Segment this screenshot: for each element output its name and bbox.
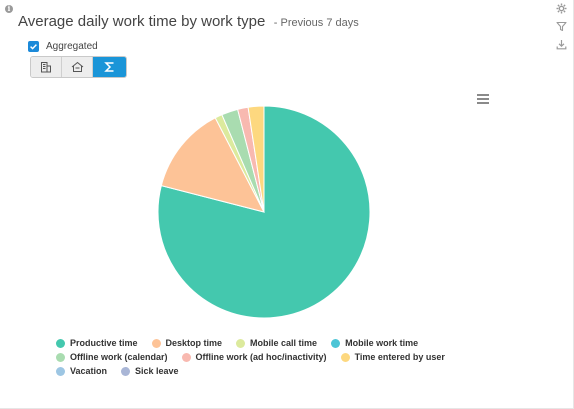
sigma-icon [104,62,114,72]
pie-slice-time-entered-by-user[interactable] [247,105,265,213]
legend-dot [340,352,350,362]
legend-item-time-entered-by-user[interactable]: Time entered by user [340,352,445,362]
aggregated-label: Aggregated [46,41,98,52]
aggregated-option: Aggregated [28,41,98,52]
view-house-button[interactable] [62,57,93,77]
view-building-button[interactable] [31,57,62,77]
widget-toolbar [555,3,567,57]
legend-item-offline-work-calendar[interactable]: Offline work (calendar) [56,352,168,362]
legend-item-sick-leave[interactable]: Sick leave [121,366,179,376]
pie-slice-productive-time[interactable] [157,105,371,319]
legend-item-mobile-work-time[interactable]: Mobile work time [331,338,418,348]
legend-dot [151,338,161,348]
legend-label: Productive time [70,338,138,348]
legend-item-productive-time[interactable]: Productive time [56,338,138,348]
chart-legend: Productive time Desktop time Mobile call… [56,336,526,378]
legend-label: Desktop time [165,338,223,348]
legend-item-offline-work-adhoc[interactable]: Offline work (ad hoc/inactivity) [181,352,327,362]
legend-label: Mobile call time [250,338,318,348]
legend-label: Offline work (calendar) [70,352,168,362]
legend-item-mobile-call-time[interactable]: Mobile call time [236,338,317,348]
view-sigma-button[interactable] [93,57,126,77]
legend-label: Time entered by user [354,352,445,362]
filter-icon[interactable] [555,21,567,35]
gear-icon[interactable] [555,3,567,17]
widget-title: Average daily work time by work type [18,13,266,30]
legend-label: Sick leave [135,366,179,376]
legend-item-vacation[interactable]: Vacation [56,366,107,376]
legend-dot [56,366,65,376]
legend-dot [56,338,65,348]
legend-dot [331,338,341,348]
house-icon [71,61,83,72]
legend-dot [236,338,246,348]
download-icon[interactable] [555,39,567,53]
legend-item-desktop-time[interactable]: Desktop time [151,338,223,348]
legend-label: Offline work (ad hoc/inactivity) [195,352,327,362]
chart-menu-icon[interactable] [477,94,489,104]
legend-label: Vacation [70,366,108,376]
pie-slice-desktop-time[interactable] [160,117,265,213]
legend-dot [121,366,131,376]
view-toggle [30,56,127,78]
legend-dot [56,352,65,362]
widget-header: Average daily work time by work type - P… [18,13,359,31]
legend-label: Mobile work time [345,338,419,348]
building-icon [41,62,51,73]
legend-dot [181,352,191,362]
widget-subtitle: - Previous 7 days [273,17,359,29]
info-icon[interactable]: i [5,5,13,13]
aggregated-checkbox[interactable] [28,41,39,52]
